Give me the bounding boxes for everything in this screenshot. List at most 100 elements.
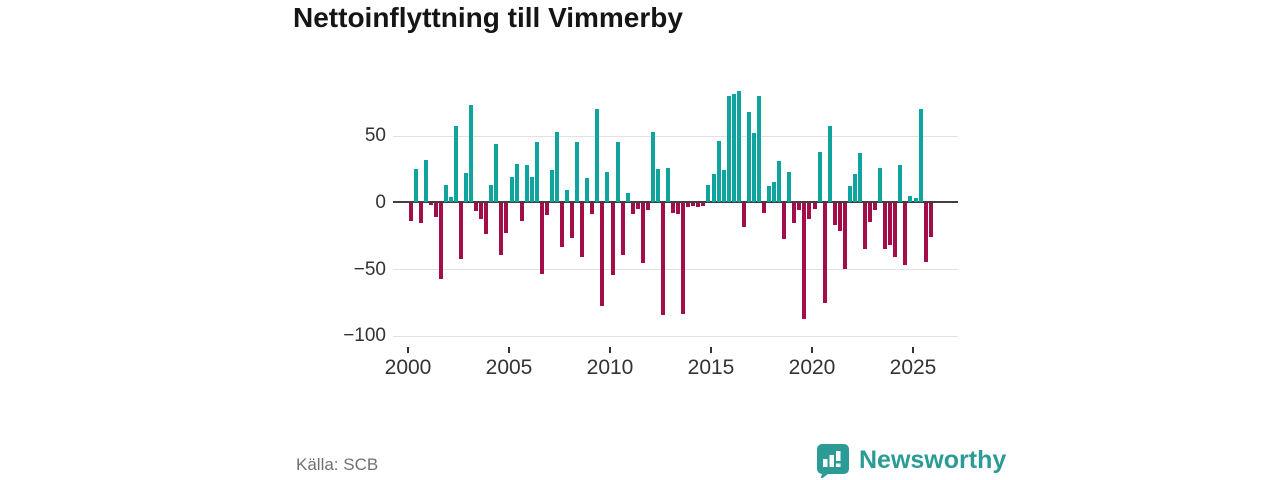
bar-2002-Q1 (448, 196, 453, 203)
bar-2013-Q3 (681, 203, 686, 315)
bar-2000-Q3 (418, 203, 423, 224)
bar-2009-Q2 (595, 108, 600, 203)
x-tick-2015 (710, 347, 712, 353)
bar-2023-Q3 (883, 203, 888, 249)
bar-2024-Q1 (893, 203, 898, 257)
bar-2019-Q2 (797, 203, 802, 210)
bar-2010-Q1 (610, 203, 615, 276)
y-tick-label--100: −100 (343, 325, 386, 347)
x-tick-2010 (609, 347, 611, 353)
bar-2003-Q1 (469, 104, 474, 203)
bar-2018-Q1 (772, 182, 777, 203)
bar-2015-Q1 (711, 174, 716, 203)
zero-baseline (393, 201, 958, 204)
bar-2005-Q2 (514, 163, 519, 203)
bar-2008-Q4 (585, 178, 590, 203)
bar-2006-Q3 (539, 203, 544, 275)
bar-2022-Q3 (863, 203, 867, 249)
bar-2006-Q2 (534, 142, 539, 203)
y-tick-label--50: −50 (353, 258, 386, 280)
newsworthy-bubble-chart-icon (817, 444, 849, 478)
bar-2016-Q4 (746, 111, 751, 203)
bar-2005-Q1 (509, 176, 514, 203)
bar-2022-Q2 (857, 152, 862, 203)
bar-2019-Q3 (802, 203, 807, 320)
bar-2010-Q3 (620, 203, 625, 256)
x-tick-2005 (508, 347, 510, 353)
bar-2001-Q4 (443, 184, 448, 203)
bar-2021-Q4 (847, 186, 852, 203)
bar-2011-Q4 (645, 203, 650, 210)
bar-2023-Q2 (878, 167, 883, 203)
bar-2003-Q3 (479, 203, 484, 220)
bar-2020-Q3 (822, 203, 827, 304)
bar-2009-Q1 (590, 203, 595, 214)
bar-2018-Q3 (782, 203, 787, 240)
plot-area (393, 85, 958, 346)
bar-2025-Q4 (928, 203, 933, 237)
bar-2004-Q1 (489, 184, 494, 203)
bar-2013-Q1 (671, 203, 676, 213)
newsworthy-logo: Newsworthy (814, 441, 1006, 479)
bar-2020-Q4 (827, 126, 832, 203)
bar-2011-Q2 (635, 203, 640, 209)
bar-2012-Q1 (650, 131, 655, 203)
x-tick-label-2025: 2025 (889, 356, 937, 379)
bar-2000-Q4 (423, 159, 428, 203)
bar-2016-Q3 (741, 203, 746, 228)
bar-2015-Q3 (721, 170, 726, 203)
bar-2014-Q3 (701, 203, 706, 206)
bar-2007-Q4 (565, 190, 570, 203)
bar-2017-Q3 (762, 203, 766, 213)
bar-2012-Q4 (666, 167, 671, 203)
bar-2010-Q2 (615, 142, 620, 203)
bar-2017-Q1 (751, 132, 756, 203)
bar-2013-Q4 (686, 203, 691, 208)
bar-2016-Q1 (731, 94, 736, 203)
bar-2005-Q4 (524, 164, 529, 203)
bar-2007-Q2 (554, 131, 559, 203)
bar-2007-Q1 (549, 170, 554, 203)
bar-2012-Q2 (655, 168, 660, 203)
bar-2017-Q2 (756, 95, 761, 203)
x-tick-label-2010: 2010 (586, 356, 634, 379)
bar-2024-Q3 (903, 203, 908, 265)
bar-2007-Q3 (560, 203, 564, 248)
bar-2006-Q4 (544, 203, 549, 216)
bar-2001-Q3 (438, 203, 443, 280)
source-attribution: Källa: SCB (296, 455, 379, 474)
bar-2023-Q4 (888, 203, 893, 245)
x-tick-2000 (407, 347, 409, 353)
bar-2009-Q4 (605, 171, 610, 203)
bar-2025-Q1 (913, 198, 918, 203)
bar-2022-Q1 (852, 174, 857, 203)
bar-2020-Q2 (817, 151, 822, 203)
bar-2003-Q2 (474, 203, 479, 212)
bar-2008-Q1 (570, 203, 575, 238)
bar-2000-Q1 (408, 203, 413, 221)
bar-2015-Q2 (716, 140, 721, 203)
bar-2020-Q1 (812, 203, 817, 209)
bar-2003-Q4 (484, 203, 489, 234)
bar-2004-Q4 (504, 203, 509, 233)
chart-title: Nettoinflyttning till Vimmerby (293, 2, 683, 33)
bar-2019-Q1 (792, 203, 797, 224)
bar-2009-Q3 (600, 203, 605, 307)
bar-2018-Q4 (787, 171, 792, 203)
bar-2008-Q2 (575, 142, 580, 203)
bar-2008-Q3 (580, 203, 585, 257)
x-tick-label-2015: 2015 (687, 356, 735, 379)
bar-2016-Q2 (736, 91, 741, 203)
x-tick-label-2020: 2020 (788, 356, 836, 379)
bar-2014-Q2 (696, 203, 701, 208)
bar-2025-Q3 (923, 203, 928, 263)
bar-2004-Q2 (494, 143, 499, 203)
bar-2024-Q4 (908, 195, 913, 203)
bar-2012-Q3 (661, 203, 665, 316)
bar-2004-Q3 (499, 203, 504, 256)
bar-2005-Q3 (519, 203, 524, 221)
bar-2015-Q4 (726, 95, 731, 203)
bar-2021-Q3 (842, 203, 847, 269)
y-tick-label-50: 50 (364, 125, 386, 147)
